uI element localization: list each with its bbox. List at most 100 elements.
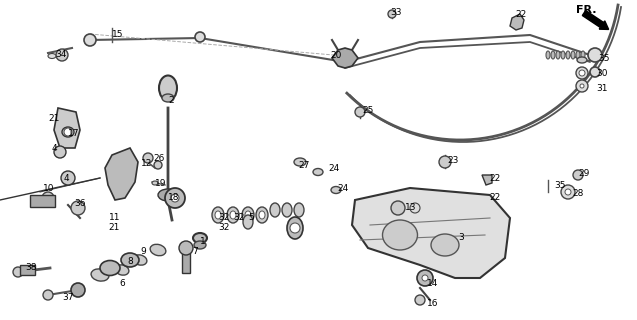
Circle shape xyxy=(576,80,588,92)
Ellipse shape xyxy=(159,76,177,100)
Text: 24: 24 xyxy=(337,183,348,193)
Ellipse shape xyxy=(294,158,306,166)
Text: 32: 32 xyxy=(218,213,229,222)
Circle shape xyxy=(576,67,588,79)
Circle shape xyxy=(43,290,53,300)
Circle shape xyxy=(64,128,72,136)
Polygon shape xyxy=(352,188,510,278)
Ellipse shape xyxy=(431,234,459,256)
Bar xyxy=(182,248,190,273)
Ellipse shape xyxy=(581,51,585,59)
Text: 28: 28 xyxy=(572,188,583,197)
Text: 23: 23 xyxy=(447,156,459,164)
Circle shape xyxy=(579,70,585,76)
Circle shape xyxy=(171,194,179,202)
Ellipse shape xyxy=(193,233,207,243)
Text: 2: 2 xyxy=(168,95,174,105)
Text: 6: 6 xyxy=(119,278,125,287)
Bar xyxy=(20,265,35,275)
Ellipse shape xyxy=(215,211,221,219)
Polygon shape xyxy=(332,48,358,68)
Text: 3: 3 xyxy=(458,234,464,243)
Text: 35: 35 xyxy=(598,53,610,62)
Circle shape xyxy=(61,171,75,185)
Ellipse shape xyxy=(121,253,139,267)
Ellipse shape xyxy=(62,127,74,137)
Circle shape xyxy=(355,107,365,117)
Text: 8: 8 xyxy=(127,258,132,267)
Text: 25: 25 xyxy=(362,106,373,115)
Ellipse shape xyxy=(162,94,174,102)
Ellipse shape xyxy=(571,51,575,59)
Circle shape xyxy=(561,185,575,199)
Circle shape xyxy=(388,10,396,18)
Text: 19: 19 xyxy=(155,179,166,188)
Text: 27: 27 xyxy=(298,161,310,170)
Ellipse shape xyxy=(152,181,158,185)
Circle shape xyxy=(143,153,153,163)
Circle shape xyxy=(13,267,23,277)
Ellipse shape xyxy=(382,220,417,250)
Ellipse shape xyxy=(313,169,323,175)
Text: 22: 22 xyxy=(515,10,526,19)
Circle shape xyxy=(154,161,162,169)
Ellipse shape xyxy=(133,255,147,265)
Circle shape xyxy=(195,32,205,42)
Text: 10: 10 xyxy=(43,183,55,193)
Ellipse shape xyxy=(230,211,236,219)
Text: 1: 1 xyxy=(200,237,206,246)
Ellipse shape xyxy=(287,217,303,239)
Polygon shape xyxy=(105,148,138,200)
Ellipse shape xyxy=(150,244,166,256)
Text: 22: 22 xyxy=(489,173,500,182)
Text: 21: 21 xyxy=(108,223,119,233)
Circle shape xyxy=(439,156,451,168)
Circle shape xyxy=(84,34,96,46)
Ellipse shape xyxy=(561,51,565,59)
Ellipse shape xyxy=(577,57,587,63)
Ellipse shape xyxy=(576,51,580,59)
Text: 34: 34 xyxy=(55,50,66,59)
Circle shape xyxy=(580,84,584,88)
Text: 32: 32 xyxy=(233,213,245,222)
Text: 14: 14 xyxy=(427,278,438,287)
Ellipse shape xyxy=(243,215,253,229)
Text: 22: 22 xyxy=(489,194,500,203)
Text: FR.: FR. xyxy=(576,5,596,15)
Circle shape xyxy=(179,241,193,255)
Circle shape xyxy=(588,48,602,62)
Text: 13: 13 xyxy=(405,204,417,212)
Ellipse shape xyxy=(259,211,265,219)
Circle shape xyxy=(415,295,425,305)
Text: 30: 30 xyxy=(596,68,608,77)
Text: 7: 7 xyxy=(192,247,197,257)
Bar xyxy=(30,195,55,207)
Polygon shape xyxy=(482,175,492,185)
Circle shape xyxy=(422,275,428,281)
Circle shape xyxy=(410,203,420,213)
Ellipse shape xyxy=(158,189,178,201)
Ellipse shape xyxy=(556,51,560,59)
Text: 15: 15 xyxy=(112,29,124,38)
Text: 20: 20 xyxy=(330,51,341,60)
Ellipse shape xyxy=(282,203,292,217)
Text: 36: 36 xyxy=(74,198,85,207)
Circle shape xyxy=(590,67,600,77)
Ellipse shape xyxy=(242,207,254,223)
Circle shape xyxy=(565,189,571,195)
Text: 29: 29 xyxy=(578,169,589,178)
Circle shape xyxy=(573,170,583,180)
Text: 35: 35 xyxy=(554,180,566,189)
Ellipse shape xyxy=(91,269,109,281)
Text: 38: 38 xyxy=(25,263,36,273)
Text: 12: 12 xyxy=(141,158,152,167)
Text: 32: 32 xyxy=(218,223,229,233)
Text: 4: 4 xyxy=(52,143,57,153)
Ellipse shape xyxy=(227,207,239,223)
Ellipse shape xyxy=(566,51,570,59)
Ellipse shape xyxy=(212,207,224,223)
Text: 11: 11 xyxy=(109,213,120,222)
Text: 5: 5 xyxy=(248,213,254,222)
Ellipse shape xyxy=(294,203,304,217)
Polygon shape xyxy=(54,108,80,148)
